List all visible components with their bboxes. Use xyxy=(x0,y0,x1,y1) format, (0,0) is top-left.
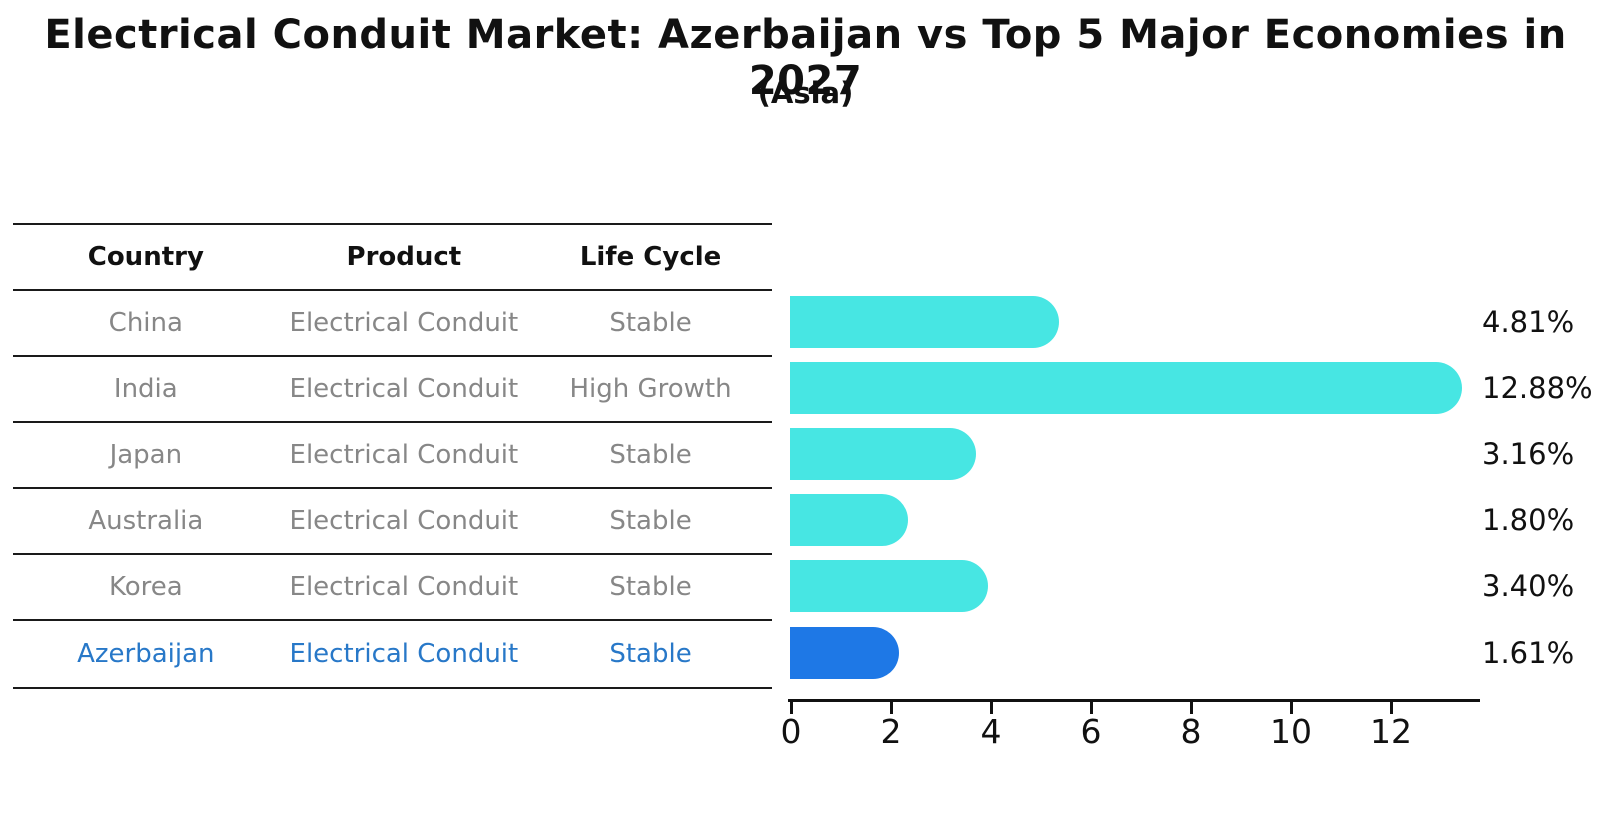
cell-country: Korea xyxy=(108,572,183,602)
cell-life-cycle: Stable xyxy=(609,440,692,470)
value-label: 4.81% xyxy=(1482,305,1575,339)
cell-country: Azerbaijan xyxy=(77,639,215,669)
cell-country: Australia xyxy=(88,506,204,536)
x-tick-label: 2 xyxy=(880,712,902,751)
x-tick xyxy=(1090,702,1093,714)
cell-country: China xyxy=(108,308,183,338)
value-label: 3.40% xyxy=(1482,569,1575,603)
x-tick-label: 6 xyxy=(1080,712,1102,751)
value-label: 1.80% xyxy=(1482,503,1575,537)
x-tick-label: 12 xyxy=(1370,712,1412,751)
cell-life-cycle: Stable xyxy=(609,639,692,669)
x-tick-label: 10 xyxy=(1270,712,1312,751)
x-axis-line xyxy=(788,699,1480,702)
x-tick xyxy=(1190,702,1193,714)
cell-product: Electrical Conduit xyxy=(289,506,519,536)
table-row-highlighted: Azerbaijan Electrical Conduit Stable xyxy=(13,621,772,689)
x-tick-label: 0 xyxy=(780,712,802,751)
bar-korea xyxy=(790,560,988,612)
header-cell-life-cycle: Life Cycle xyxy=(579,242,722,272)
x-tick-label: 8 xyxy=(1180,712,1202,751)
bar-azerbaijan xyxy=(790,627,899,679)
header-cell-product: Product xyxy=(346,242,462,272)
value-label: 1.61% xyxy=(1482,636,1575,670)
table-row: Australia Electrical Conduit Stable xyxy=(13,489,772,555)
table-row: China Electrical Conduit Stable xyxy=(13,291,772,357)
table-row: Korea Electrical Conduit Stable xyxy=(13,555,772,621)
bar-australia xyxy=(790,494,908,546)
cell-life-cycle: High Growth xyxy=(569,374,732,404)
header-cell-country: Country xyxy=(87,242,204,272)
cell-country: Japan xyxy=(109,440,183,470)
cell-life-cycle: Stable xyxy=(609,308,692,338)
x-tick xyxy=(890,702,893,714)
cell-life-cycle: Stable xyxy=(609,506,692,536)
cell-country: India xyxy=(113,374,178,404)
x-tick xyxy=(790,702,793,714)
table-row: Japan Electrical Conduit Stable xyxy=(13,423,772,489)
table-header-row: Country Product Life Cycle xyxy=(13,225,772,291)
page-subtitle: (Asia) xyxy=(757,76,854,110)
bar-china xyxy=(790,296,1059,348)
x-tick xyxy=(990,702,993,714)
cell-product: Electrical Conduit xyxy=(289,572,519,602)
bar-india xyxy=(790,362,1462,414)
data-table: Country Product Life Cycle China Electri… xyxy=(13,223,772,689)
cell-product: Electrical Conduit xyxy=(289,639,519,669)
cell-life-cycle: Stable xyxy=(609,572,692,602)
x-tick xyxy=(1390,702,1393,714)
table-row: India Electrical Conduit High Growth xyxy=(13,357,772,423)
value-label: 12.88% xyxy=(1482,371,1593,405)
value-label: 3.16% xyxy=(1482,437,1575,471)
bar-japan xyxy=(790,428,976,480)
cell-product: Electrical Conduit xyxy=(289,308,519,338)
cell-product: Electrical Conduit xyxy=(289,374,519,404)
x-tick xyxy=(1290,702,1293,714)
cell-product: Electrical Conduit xyxy=(289,440,519,470)
x-tick-label: 4 xyxy=(980,712,1002,751)
page-title: Electrical Conduit Market: Azerbaijan vs… xyxy=(44,12,1567,104)
